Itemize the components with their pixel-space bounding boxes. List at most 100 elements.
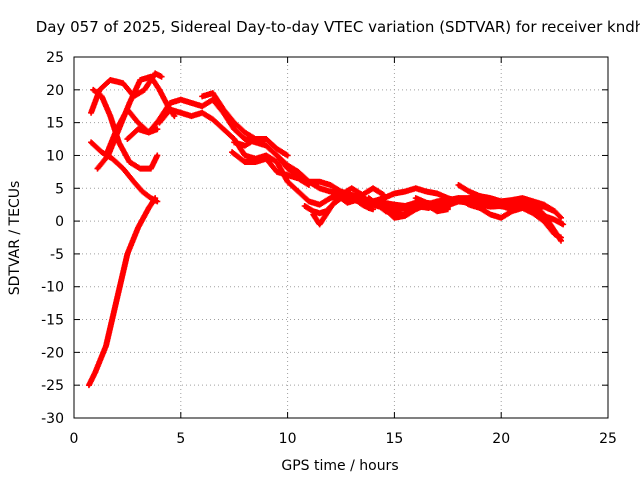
data-point [489,213,493,217]
data-point [157,121,161,125]
data-point [125,108,129,112]
data-point [328,190,332,194]
data-point [467,203,471,207]
data-point [100,150,104,154]
data-point [354,198,358,202]
data-point [296,190,300,194]
data-point [89,140,93,144]
data-point [382,201,386,205]
y-tick-label: 5 [55,181,64,197]
data-point [467,196,471,200]
data-point [230,150,234,154]
data-point [296,176,300,180]
data-point [153,71,157,75]
x-tick-label: 5 [176,431,185,447]
data-point [275,170,279,174]
data-point [275,160,279,164]
data-point [160,75,164,79]
data-point [324,213,328,217]
y-tick-label: -15 [41,313,64,329]
data-point [87,383,91,387]
data-point [553,209,557,213]
data-point [531,204,535,208]
data-point [375,203,379,207]
data-point [414,196,418,200]
y-tick-label: -20 [41,345,64,361]
data-point [489,198,493,202]
data-point [93,370,97,374]
data-point [115,127,119,131]
data-point [243,137,247,141]
data-point [318,222,322,226]
data-point [264,157,268,161]
data-point [200,94,204,98]
data-point [155,199,159,203]
data-point [510,209,514,213]
data-point [318,211,322,215]
data-point [264,144,268,148]
data-point [91,88,95,92]
data-point [222,108,226,112]
data-point [168,108,172,112]
x-tick-label: 10 [279,431,297,447]
data-point [110,157,114,161]
data-point [149,196,153,200]
y-tick-label: 25 [46,50,64,66]
data-point [553,232,557,236]
data-point [318,180,322,184]
y-tick-label: -5 [50,247,64,263]
y-tick-label: 20 [46,83,64,99]
data-point [89,111,93,115]
x-tick-label: 0 [70,431,79,447]
data-point [128,160,132,164]
data-point [275,153,279,157]
data-point [104,344,108,348]
y-tick-label: 10 [46,148,64,164]
data-point [243,144,247,148]
series-track-10 [231,136,291,159]
series-track-16 [412,195,565,241]
data-point [414,186,418,190]
data-point [117,140,121,144]
grid-lines [74,57,608,418]
data-point [136,121,140,125]
data-point [328,196,332,200]
data-point [318,203,322,207]
data-point [345,201,349,205]
data-point [138,167,142,171]
data-point [286,153,290,157]
data-point [360,203,364,207]
data-point [189,101,193,105]
data-point [499,216,503,220]
data-point [435,192,439,196]
data-point [307,199,311,203]
data-point [559,236,563,239]
data-point [286,163,290,167]
y-tick-label: 0 [55,214,64,230]
data-point [125,137,129,141]
y-tick-label: -25 [41,378,64,394]
x-tick-label: 20 [492,431,510,447]
data-point [121,81,125,85]
data-point [149,167,153,171]
data-point [382,206,386,210]
series-track-4 [90,86,161,172]
data-point [254,137,258,141]
x-tick-label: 15 [385,431,403,447]
data-point [211,91,215,95]
data-point [189,114,193,118]
data-point [200,104,204,108]
x-tick-label: 25 [599,431,617,447]
y-axis-label: SDTVAR / TECUs [7,181,23,296]
data-point [392,203,396,207]
data-point [499,203,503,207]
data-point [489,205,493,209]
data-point [243,130,247,134]
data-point [254,160,258,164]
y-tick-label: 15 [46,116,64,132]
data-point [392,192,396,196]
data-point [125,252,129,256]
data-point [330,203,334,207]
data-point [435,209,439,213]
data-point [100,94,104,98]
